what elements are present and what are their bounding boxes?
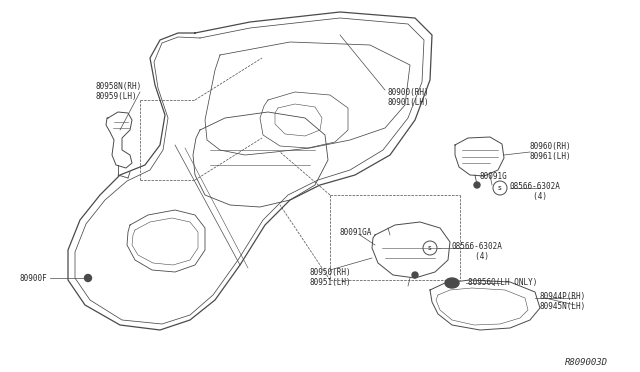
Circle shape bbox=[412, 272, 418, 278]
Text: 80900(RH)
80901(LH): 80900(RH) 80901(LH) bbox=[388, 88, 429, 108]
Text: 80960(RH)
80961(LH): 80960(RH) 80961(LH) bbox=[530, 142, 572, 161]
Text: S: S bbox=[428, 246, 432, 250]
Text: 80944P(RH)
80945N(LH): 80944P(RH) 80945N(LH) bbox=[540, 292, 586, 311]
Text: 08566-6302A
     (4): 08566-6302A (4) bbox=[510, 182, 561, 201]
Text: 08566-6302A
     (4): 08566-6302A (4) bbox=[452, 242, 503, 262]
Text: 80950(RH)
80951(LH): 80950(RH) 80951(LH) bbox=[310, 268, 351, 288]
Circle shape bbox=[84, 275, 92, 282]
Text: 80956Q(LH ONLY): 80956Q(LH ONLY) bbox=[468, 278, 538, 287]
Text: 80091GA: 80091GA bbox=[340, 228, 372, 237]
Text: R809003D: R809003D bbox=[565, 358, 608, 367]
Text: 80958N(RH)
80959(LH): 80958N(RH) 80959(LH) bbox=[95, 82, 141, 102]
Circle shape bbox=[474, 182, 480, 188]
Text: S: S bbox=[498, 186, 502, 190]
Text: 80900F: 80900F bbox=[20, 274, 48, 283]
Ellipse shape bbox=[445, 278, 459, 288]
Text: 80091G: 80091G bbox=[480, 172, 508, 181]
